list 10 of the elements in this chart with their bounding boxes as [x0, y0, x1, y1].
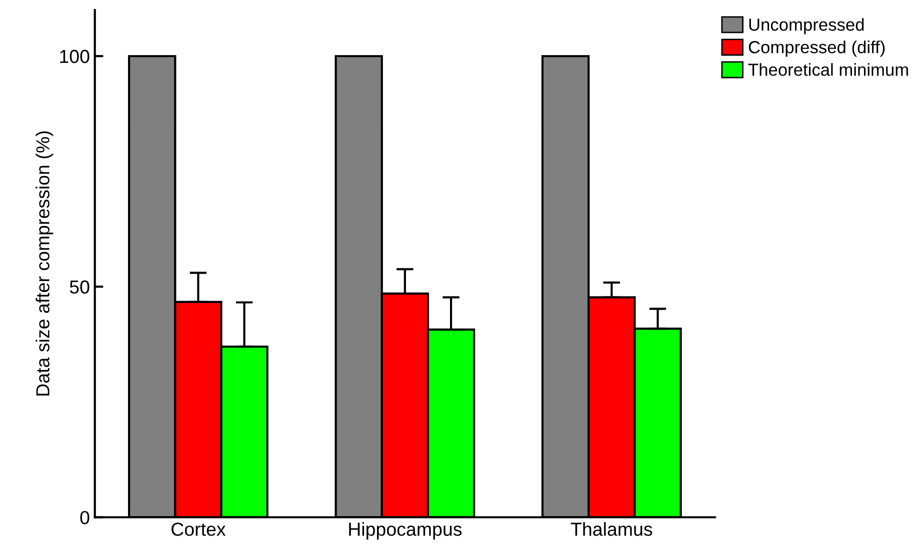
- legend-label: Uncompressed: [749, 18, 864, 34]
- x-tick-label: Cortex: [172, 522, 226, 536]
- legend-label: Compressed (diff): [748, 40, 885, 57]
- legend-label: Theoretical minimum: [748, 63, 908, 76]
- y-tick-label: 0: [80, 510, 90, 524]
- x-tick-label: Hippocampus: [349, 522, 462, 540]
- x-tick-label: Thalamus: [570, 522, 652, 536]
- y-axis-title: Data size after compression (%): [36, 131, 54, 396]
- y-tick-label: 50: [70, 280, 90, 294]
- y-tick-label: 100: [60, 50, 90, 64]
